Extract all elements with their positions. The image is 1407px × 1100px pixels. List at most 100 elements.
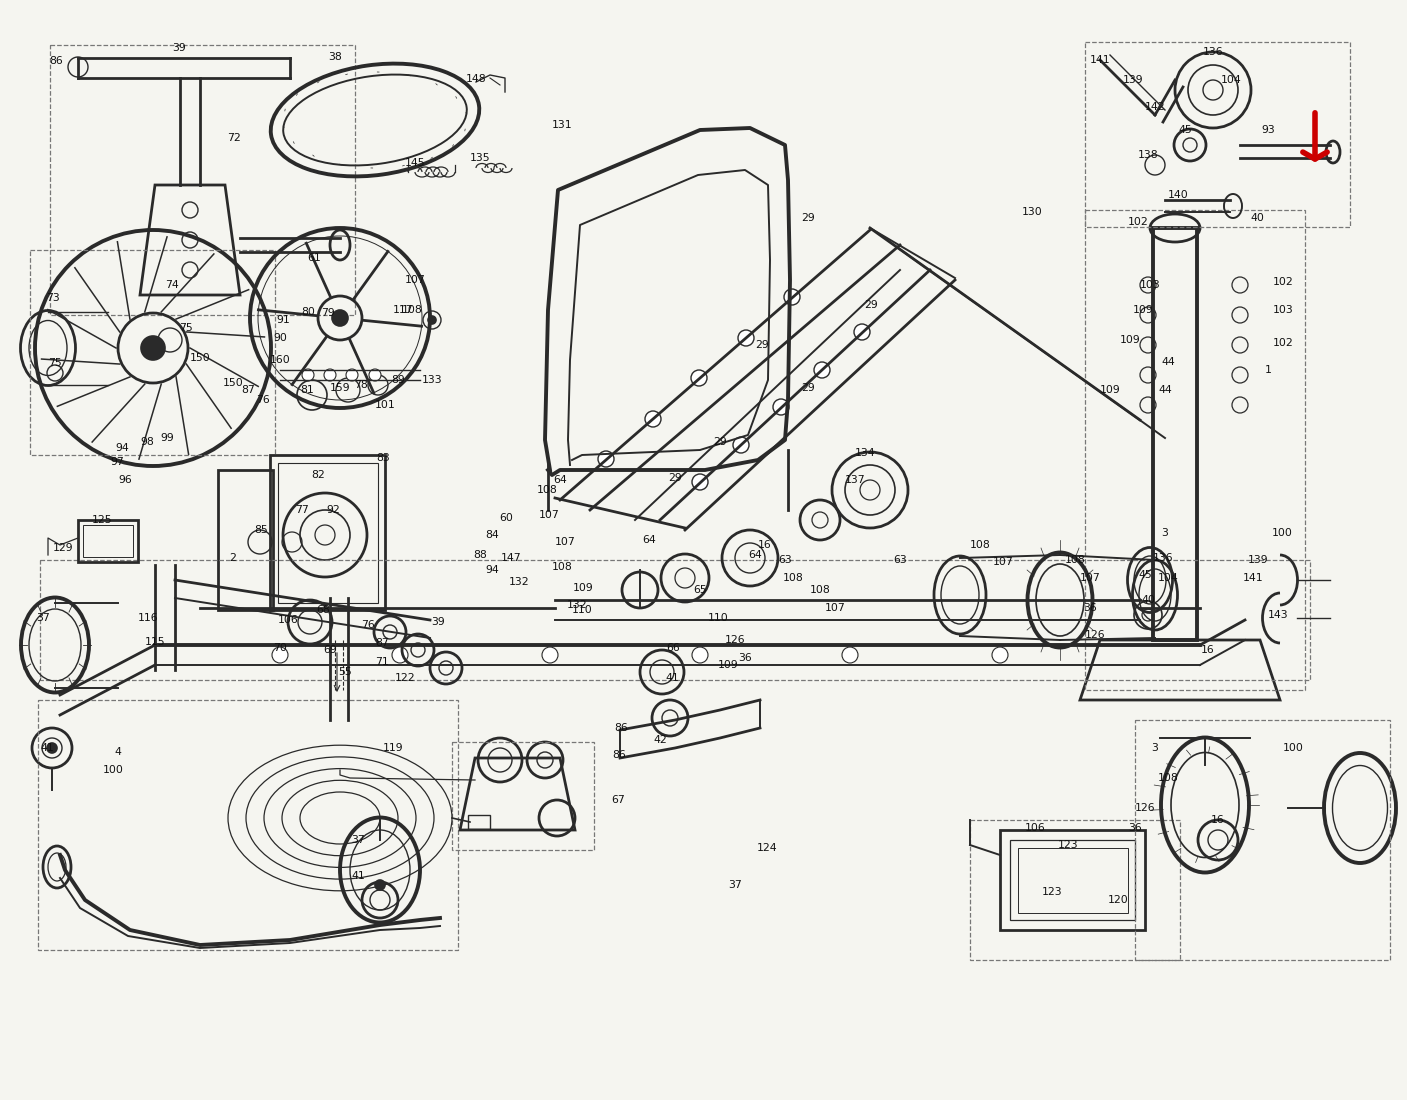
Text: 29: 29 [864,300,878,310]
Text: 16: 16 [758,540,772,550]
Text: 69: 69 [324,645,336,654]
Text: 4: 4 [114,747,121,757]
Text: 37: 37 [352,835,364,845]
Text: 116: 116 [138,613,159,623]
Circle shape [303,368,314,381]
Bar [1085,210,1306,690]
Text: 36: 36 [739,653,751,663]
Text: 77: 77 [295,505,310,515]
Bar [39,560,1310,680]
Circle shape [739,330,754,346]
Text: 91: 91 [276,315,290,324]
Text: 41: 41 [41,742,53,754]
Text: 103: 103 [1272,305,1293,315]
Text: 83: 83 [376,453,390,463]
Text: 109: 109 [1100,385,1120,395]
Circle shape [784,289,801,305]
Bar [218,470,273,610]
Text: 61: 61 [307,253,321,263]
Text: 98: 98 [141,437,153,447]
Circle shape [841,647,858,663]
Text: 107: 107 [539,510,560,520]
Text: 125: 125 [91,515,113,525]
Text: 150: 150 [190,353,211,363]
Text: 100: 100 [1272,528,1293,538]
Text: 71: 71 [376,657,388,667]
Circle shape [992,647,1007,663]
Text: 29: 29 [801,213,815,223]
Text: 110: 110 [571,605,592,615]
Text: 117: 117 [393,305,414,315]
Text: 102: 102 [1272,338,1293,348]
Circle shape [598,451,613,468]
Text: 41: 41 [352,871,364,881]
Text: 94: 94 [485,565,499,575]
Bar [279,463,378,603]
Circle shape [272,647,288,663]
Text: 147: 147 [501,553,522,563]
Text: 74: 74 [165,280,179,290]
Text: 76: 76 [362,620,374,630]
Text: 92: 92 [326,505,340,515]
Text: 85: 85 [255,525,267,535]
Text: 108: 108 [1158,773,1179,783]
Text: 140: 140 [1168,190,1189,200]
Text: 138: 138 [1138,150,1158,160]
Text: 75: 75 [179,323,193,333]
Text: 97: 97 [110,456,124,468]
Text: 159: 159 [329,383,350,393]
Text: 87: 87 [241,385,255,395]
Text: 36: 36 [1128,823,1142,833]
Text: 86: 86 [613,723,628,733]
Text: 64: 64 [553,475,567,485]
Text: 102: 102 [1127,217,1148,227]
Bar [1135,720,1390,960]
Bar [1152,228,1197,640]
Text: 87: 87 [376,638,388,648]
Text: 126: 126 [725,635,746,645]
Text: 130: 130 [1021,207,1043,217]
Bar [1019,848,1128,913]
Text: 107: 107 [405,275,425,285]
Text: 100: 100 [1283,742,1303,754]
Text: 16: 16 [1202,645,1214,654]
Text: 3: 3 [1162,528,1168,538]
Text: 131: 131 [552,120,573,130]
Text: 160: 160 [270,355,290,365]
Text: 108: 108 [809,585,830,595]
Text: 37: 37 [729,880,741,890]
Text: 109: 109 [573,583,594,593]
Bar [1000,830,1145,930]
Text: 129: 129 [52,543,73,553]
Text: 63: 63 [893,556,908,565]
Text: 84: 84 [485,530,499,540]
Text: 99: 99 [160,433,174,443]
Bar [969,820,1180,960]
Bar [270,455,386,610]
Circle shape [772,399,789,415]
Text: 135: 135 [470,153,490,163]
Text: 60: 60 [499,513,514,522]
Text: 136: 136 [1152,553,1173,563]
Text: 67: 67 [611,795,625,805]
Text: 126: 126 [1134,803,1155,813]
Circle shape [46,742,58,754]
Text: 104: 104 [1158,573,1179,583]
Circle shape [369,368,381,381]
Bar [30,250,274,455]
Text: 63: 63 [778,556,792,565]
Text: 16: 16 [1211,815,1225,825]
Text: 100: 100 [103,764,124,776]
Text: 132: 132 [509,578,529,587]
Text: 1: 1 [1265,365,1272,375]
Text: 55: 55 [338,667,352,676]
Circle shape [542,647,559,663]
Text: 29: 29 [756,340,768,350]
Text: 45: 45 [1178,125,1192,135]
Circle shape [691,370,706,386]
Text: 139: 139 [1123,75,1144,85]
Circle shape [815,362,830,378]
Circle shape [376,880,386,890]
Text: 44: 44 [1158,385,1172,395]
Bar [38,700,459,950]
